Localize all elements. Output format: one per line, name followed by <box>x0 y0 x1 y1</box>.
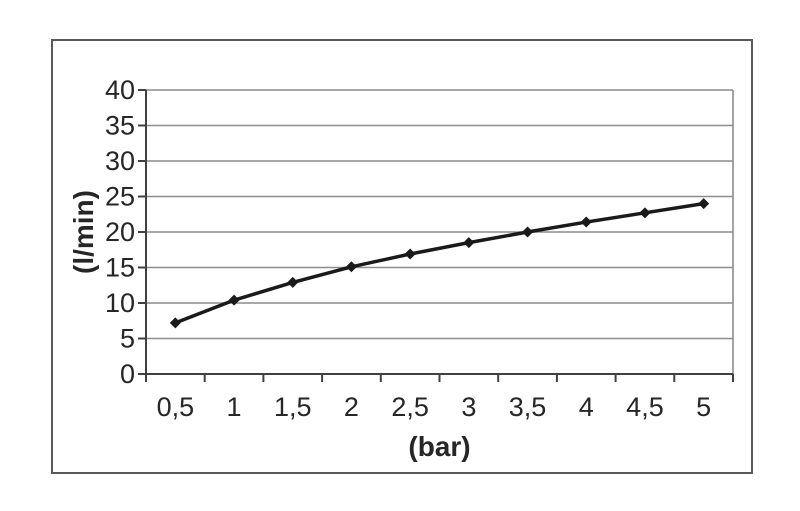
flow-series-line <box>173 201 706 325</box>
y-tick-label: 15 <box>105 253 135 283</box>
x-tick-label: 3 <box>461 392 476 422</box>
y-tick-label: 40 <box>105 75 135 105</box>
data-point-marker <box>287 276 299 288</box>
x-tick-label: 3,5 <box>509 392 547 422</box>
x-tick-label: 1,5 <box>274 392 312 422</box>
x-tick-label: 2 <box>344 392 359 422</box>
data-point-marker <box>404 248 416 260</box>
y-tick-label: 5 <box>120 324 135 354</box>
y-tick-label: 30 <box>105 146 135 176</box>
y-axis-title: (l/min) <box>68 190 99 274</box>
y-tick-label: 35 <box>105 111 135 141</box>
y-tick-label: 25 <box>105 182 135 212</box>
y-tick-label: 0 <box>120 359 135 389</box>
data-point-marker <box>522 226 534 238</box>
data-point-marker <box>580 216 592 228</box>
data-point-marker <box>639 207 651 219</box>
x-tick-label: 2,5 <box>391 392 429 422</box>
y-tick-label: 10 <box>105 288 135 318</box>
x-tick-label: 1 <box>227 392 242 422</box>
data-point-marker <box>228 294 240 306</box>
x-tick-label: 4,5 <box>626 392 664 422</box>
data-point-marker <box>169 317 181 329</box>
y-tick-label: 20 <box>105 217 135 247</box>
x-tick-label: 4 <box>579 392 594 422</box>
x-tick-label: 0,5 <box>157 392 195 422</box>
data-point-marker <box>698 198 710 210</box>
data-point-marker <box>345 261 357 273</box>
data-point-marker <box>463 237 475 249</box>
x-tick-label: 5 <box>696 392 711 422</box>
x-axis-title: (bar) <box>408 431 470 462</box>
